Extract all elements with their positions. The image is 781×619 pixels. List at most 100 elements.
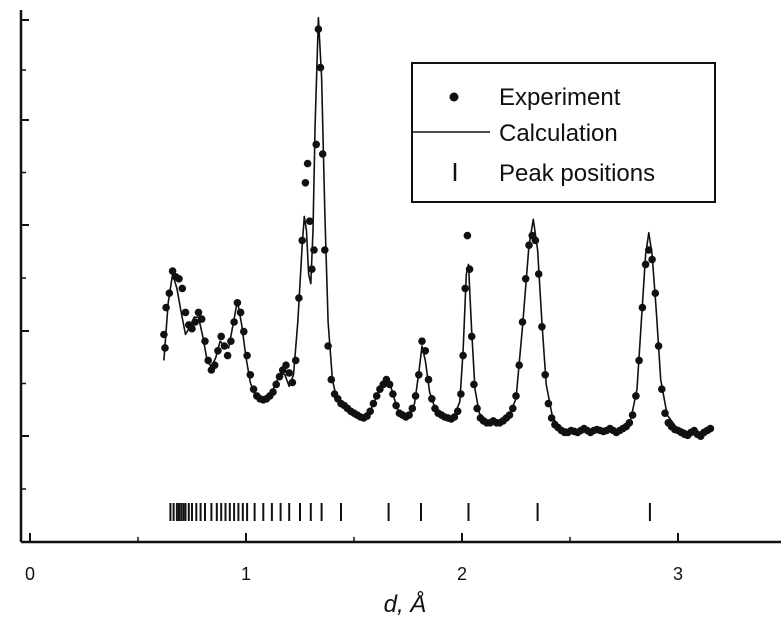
experiment-point [428, 395, 436, 403]
experiment-point [547, 414, 556, 422]
experiment-point [525, 241, 533, 249]
experiment-point [638, 303, 647, 312]
experiment-point [706, 424, 715, 433]
experiment-point [509, 404, 517, 413]
experiment-point [175, 275, 183, 283]
experiment-point [544, 399, 553, 408]
experiment-point [188, 324, 196, 333]
experiment-point [521, 275, 530, 283]
experiment-point [310, 246, 318, 254]
experiment-point [658, 385, 666, 394]
experiment-point [220, 342, 229, 350]
experiment-point [249, 385, 258, 394]
experiment-point [541, 371, 549, 379]
experiment-series [160, 25, 715, 441]
experiment-point [291, 356, 300, 365]
experiment-point [418, 337, 426, 346]
experiment-point [303, 159, 312, 168]
experiment-point [512, 392, 520, 400]
experiment-point [282, 361, 290, 370]
experiment-point [366, 407, 375, 416]
experiment-point [165, 289, 174, 298]
experiment-point [453, 407, 462, 416]
experiment-point [421, 347, 430, 355]
experiment-point [240, 327, 248, 336]
experiment-point [465, 265, 474, 274]
x-tick-label: 2 [457, 564, 467, 584]
experiment-point [160, 330, 168, 339]
legend-experiment-label: Experiment [499, 84, 621, 111]
experiment-point [275, 372, 284, 381]
experiment-point [295, 294, 303, 302]
experiment-point [210, 361, 219, 370]
experiment-point [161, 344, 169, 352]
y-axis-ticks [21, 19, 29, 543]
experiment-point [272, 380, 281, 389]
experiment-point [461, 284, 470, 293]
experiment-point [635, 356, 643, 365]
experiment-point [411, 392, 420, 400]
experiment-point [518, 318, 527, 326]
x-axis-label: d, Å [384, 590, 427, 618]
experiment-point [645, 246, 653, 254]
experiment-point [327, 375, 336, 384]
experiment-point [392, 401, 400, 410]
experiment-point [223, 351, 232, 360]
experiment-point [246, 371, 255, 379]
experiment-point [191, 318, 199, 326]
experiment-point [661, 409, 669, 418]
experiment-point [324, 342, 332, 350]
experiment-point [288, 378, 297, 387]
x-axis-ticks [29, 533, 679, 542]
experiment-point [385, 380, 394, 389]
experiment-point [415, 371, 423, 379]
experiment-point [305, 217, 314, 225]
experiment-point [243, 351, 251, 360]
peak-positions-series [169, 503, 651, 521]
experiment-point [178, 284, 187, 293]
experiment-point [651, 289, 660, 298]
experiment-point [408, 404, 417, 413]
experiment-point [463, 231, 472, 240]
experiment-point [467, 332, 476, 341]
experiment-point [648, 255, 656, 264]
experiment-point [162, 303, 170, 312]
experiment-point [298, 236, 307, 245]
experiment-point [534, 270, 543, 278]
experiment-point [301, 179, 310, 187]
experiment-point [181, 308, 190, 317]
x-tick-label: 1 [241, 564, 251, 584]
experiment-point [233, 299, 242, 307]
experiment-point [389, 390, 397, 398]
experiment-point [450, 413, 459, 421]
experiment-point [201, 337, 209, 346]
experiment-point [654, 342, 663, 350]
x-tick-label: 3 [673, 564, 683, 584]
experiment-point [457, 390, 465, 398]
experiment-point [632, 392, 640, 400]
experiment-point [538, 323, 546, 331]
experiment-point [405, 411, 413, 419]
experiment-point [459, 351, 467, 360]
experiment-point [515, 361, 523, 370]
experiment-point [628, 411, 637, 419]
legend-calculation-label: Calculation [499, 120, 618, 147]
experiment-point [470, 380, 478, 389]
experiment-point [269, 388, 277, 396]
experiment-point [285, 369, 294, 377]
experiment-point [316, 63, 325, 72]
x-axis-tick-labels: 0 1 2 3 [25, 564, 683, 584]
experiment-point [168, 267, 177, 275]
experiment-point [369, 399, 378, 408]
experiment-point [505, 411, 514, 419]
experiment-point [308, 265, 316, 274]
experiment-point [531, 236, 540, 245]
experiment-point [318, 150, 327, 158]
experiment-point [236, 308, 245, 317]
experiment-point [214, 347, 222, 355]
experiment-point [372, 392, 381, 400]
experiment-point [217, 332, 225, 341]
experiment-point [424, 375, 433, 384]
experiment-point [314, 25, 323, 33]
